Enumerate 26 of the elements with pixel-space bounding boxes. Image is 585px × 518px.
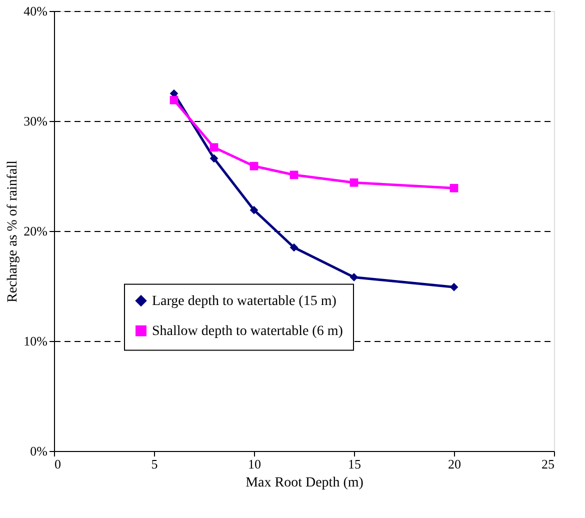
point xyxy=(250,162,258,170)
x-tick-label: 25 xyxy=(542,456,554,472)
point xyxy=(250,206,258,214)
x-tick-label: 0 xyxy=(54,456,61,472)
y-tick-label: 30% xyxy=(24,114,48,128)
point xyxy=(450,282,458,292)
point xyxy=(290,170,298,180)
point xyxy=(290,243,298,252)
x-tick-label: 5 xyxy=(151,456,158,472)
point xyxy=(350,273,358,282)
x-tick-label: 15 xyxy=(348,456,361,472)
y-tick-label: 40% xyxy=(24,4,48,18)
point xyxy=(450,184,458,192)
y-tick-label: 0% xyxy=(30,444,48,458)
point xyxy=(350,178,358,187)
legend-label: Shallow depth to watertable (6 m) xyxy=(152,324,344,339)
legend-label: Large depth to watertable (15 m) xyxy=(152,294,337,309)
x-tick-label: 20 xyxy=(448,456,461,472)
x-tick-label: 10 xyxy=(248,456,261,472)
y-axis-title: Recharge as % of rainfall xyxy=(6,160,21,303)
point xyxy=(210,154,218,163)
point xyxy=(210,143,218,152)
y-tick-label: 10% xyxy=(24,334,48,348)
x-axis-title: Max Root Depth (m) xyxy=(246,476,364,490)
y-tick-label: 20% xyxy=(24,224,48,238)
point xyxy=(170,96,178,104)
